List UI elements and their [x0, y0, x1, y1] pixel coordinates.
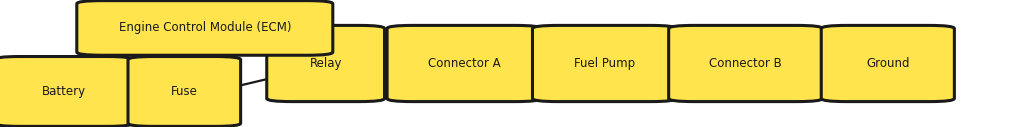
FancyBboxPatch shape [669, 25, 822, 102]
Text: Ground: Ground [866, 57, 909, 70]
Text: Fuse: Fuse [171, 85, 198, 98]
FancyBboxPatch shape [77, 1, 333, 55]
FancyBboxPatch shape [128, 57, 241, 126]
Text: Connector B: Connector B [709, 57, 782, 70]
Text: Relay: Relay [309, 57, 342, 70]
FancyBboxPatch shape [387, 25, 541, 102]
Text: Fuel Pump: Fuel Pump [573, 57, 635, 70]
FancyBboxPatch shape [266, 25, 384, 102]
FancyBboxPatch shape [0, 57, 133, 126]
FancyBboxPatch shape [532, 25, 676, 102]
Text: Battery: Battery [41, 85, 86, 98]
Text: Connector A: Connector A [428, 57, 500, 70]
Text: Engine Control Module (ECM): Engine Control Module (ECM) [119, 21, 291, 34]
FancyBboxPatch shape [821, 25, 954, 102]
